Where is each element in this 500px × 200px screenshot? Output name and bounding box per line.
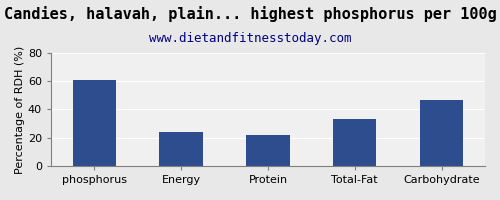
Y-axis label: Percentage of RDH (%): Percentage of RDH (%) [15, 45, 25, 174]
Bar [160, 132, 203, 166]
Bar [333, 119, 376, 166]
Bar [420, 100, 464, 166]
Text: www.dietandfitnesstoday.com: www.dietandfitnesstoday.com [149, 32, 351, 45]
Text: Candies, halavah, plain... highest phosphorus per 100g: Candies, halavah, plain... highest phosp… [4, 6, 496, 22]
Bar [72, 80, 116, 166]
Bar [246, 135, 290, 166]
